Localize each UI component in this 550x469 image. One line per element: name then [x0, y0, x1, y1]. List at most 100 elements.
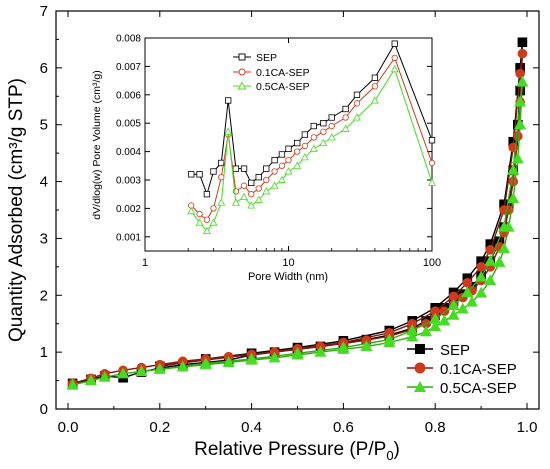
main-series-0-5ca-sep-point-21 — [456, 302, 469, 314]
main-y-tick-label-0: 0 — [40, 401, 48, 418]
inset-legend-marker-sep — [238, 53, 246, 61]
inset-x-tick-label-0: 1 — [142, 257, 148, 269]
inset-legend-label-0-5ca-sep: 0.5CA-SEP — [256, 81, 310, 93]
main-x-tick-label-0: 0.0 — [58, 419, 79, 436]
inset-series-sep-point-10 — [263, 165, 270, 172]
main-series-0-5ca-sep-point-44 — [245, 352, 258, 364]
main-x-tick-label-3: 0.6 — [333, 419, 354, 436]
main-x-tick-label-5: 1.0 — [517, 419, 538, 436]
main-legend: SEP 0.1CA-SEP 0.5CA-SEP — [407, 342, 517, 397]
inset-series-sep-point-7 — [240, 165, 248, 172]
inset-series-0-1ca-sep-point-12 — [278, 162, 286, 169]
inset-legend: SEP 0.1CA-SEP 0.5CA-SEP — [233, 52, 310, 93]
inset-series-0-5ca-sep-point-10 — [262, 187, 271, 195]
inset-series-sep-point-18 — [328, 114, 335, 121]
legend-marker-sep — [415, 344, 425, 354]
main-series-0-5ca-sep-point-36 — [475, 270, 488, 282]
main-series-0-5ca-sep-point-6 — [176, 360, 189, 372]
inset-series-0-5ca-sep-point-14 — [293, 161, 302, 169]
inset-series-0-1ca-sep — [188, 54, 436, 223]
main-y-tick-label-6: 6 — [40, 60, 48, 77]
inset-series-sep-point-15 — [301, 131, 309, 138]
main-series-0-5ca-sep-point-12 — [314, 345, 327, 357]
main-series-0-5ca-sep-point-3 — [117, 367, 130, 379]
main-x-tick-label-4: 0.8 — [425, 419, 446, 436]
main-series-0-5ca-sep-point-39 — [429, 312, 442, 324]
main-y-tick-label-1: 1 — [40, 344, 48, 361]
main-series-0-5ca-sep-point-46 — [153, 362, 166, 374]
inset-series-0-1ca-sep-point-16 — [310, 134, 317, 141]
main-series-0-5ca-sep-point-35 — [484, 254, 497, 266]
main-series-sep-point-31 — [517, 37, 528, 48]
inset-legend-marker-0-5ca-sep — [237, 81, 247, 90]
inset-y-tick-label-1: 0.002 — [116, 204, 141, 215]
inset-series-0-1ca-sep-point-18 — [328, 122, 335, 130]
inset-y-tick-label-3: 0.004 — [116, 147, 141, 158]
inset-series-0-5ca-sep-point-18 — [327, 133, 336, 141]
main-series-0-5ca-sep-point-14 — [360, 340, 373, 352]
inset-series-0-5ca-sep-point-16 — [309, 144, 318, 152]
inset-series-0-5ca-sep-point-20 — [352, 113, 361, 121]
inset-series-0-5ca-sep-point-9 — [254, 195, 263, 203]
inset-y-tick-label-7: 0.008 — [116, 34, 141, 45]
inset-axis-ticks: 1 10 100 0.001 0.002 0.003 0.004 0.005 0.006 0.00… — [116, 34, 441, 270]
inset-series-sep-point-14 — [294, 139, 301, 147]
inset-series-sep-point-3 — [210, 168, 217, 175]
main-series-0-5ca-sep-point-45 — [199, 357, 212, 369]
main-series-group — [66, 37, 529, 390]
inset-y-tick-label-5: 0.006 — [116, 90, 141, 101]
legend-label-0-1ca-sep: 0.1CA-SEP — [440, 361, 517, 378]
main-y-tick-label-5: 5 — [40, 117, 48, 134]
inset-series-0-5ca-sep-point-12 — [277, 175, 286, 183]
inset-series-0-1ca-sep-point-10 — [263, 176, 270, 184]
inset-series-0-1ca-sep-point-23 — [428, 159, 436, 167]
main-series-0-5ca-sep-point-31 — [516, 75, 529, 87]
main-series-0-5ca-sep-point-30 — [514, 118, 527, 130]
inset-series-sep-point-19 — [342, 105, 349, 113]
main-series-0-5ca-sep-point-33 — [507, 163, 520, 175]
inset-y-tick-label-2: 0.003 — [116, 176, 141, 187]
legend-marker-0-5ca-sep — [414, 381, 426, 392]
inset-legend-label-0-1ca-sep: 0.1CA-SEP — [256, 67, 310, 79]
inset-series-sep-point-8 — [248, 179, 255, 186]
inset-series-sep-point-20 — [353, 91, 361, 98]
inset-series-0-5ca-sep-point-6 — [231, 198, 240, 206]
inset-series-0-1ca-sep-point-21 — [371, 83, 379, 90]
main-series-0-5ca-sep-point-40 — [406, 324, 419, 336]
inset-series-0-1ca-sep-point-9 — [255, 185, 262, 192]
inset-series-0-1ca-sep-point-7 — [240, 182, 248, 189]
inset-series-0-5ca-sep-point-11 — [270, 181, 279, 189]
inset-series-0-1ca-sep-point-13 — [285, 156, 292, 164]
main-series-0-5ca-sep-point-20 — [447, 308, 460, 320]
inset-series-0-1ca-sep-point-14 — [294, 148, 301, 155]
main-series-0-5ca-sep-point-29 — [511, 152, 524, 164]
legend-label-sep: SEP — [440, 342, 470, 359]
main-series-0-5ca-sep-point-1 — [84, 374, 97, 386]
inset-series-0-1ca-sep-point-2 — [203, 216, 211, 223]
main-x-tick-label-1: 0.2 — [149, 419, 170, 436]
inset-series-sep-point-13 — [285, 145, 292, 152]
main-series-0-1ca-sep-point-36 — [476, 262, 486, 272]
main-series-0-5ca-sep-point-41 — [383, 333, 396, 345]
main-series-0-1ca-sep-point-37 — [462, 277, 473, 288]
main-series-0-1ca-sep-point-28 — [508, 176, 519, 187]
legend-label-0-5ca-sep: 0.5CA-SEP — [440, 380, 517, 397]
inset-series-sep-point-1 — [196, 171, 203, 178]
inset-series-0-5ca-sep-point-21 — [370, 96, 379, 104]
main-series-0-5ca-sep-point-10 — [268, 351, 281, 363]
inset-series-sep-point-12 — [278, 151, 286, 158]
main-series-0-5ca-sep-point-4 — [135, 365, 148, 377]
inset-series-0-5ca-sep-point-4 — [217, 198, 226, 206]
inset-series-0-1ca-sep-point-1 — [196, 210, 203, 218]
inset-series-0-5ca-sep-point-2 — [202, 226, 211, 235]
main-series-0-5ca-sep-point-19 — [438, 314, 451, 326]
inset-series-sep-point-5 — [225, 97, 232, 104]
main-series-0-5ca-sep-point-2 — [98, 370, 111, 382]
inset-series-0-1ca-sep-point-22 — [391, 54, 398, 62]
main-y-tick-label-7: 7 — [40, 3, 48, 20]
main-series-0-5ca-sep-point-38 — [447, 299, 460, 311]
inset-series-sep-point-2 — [203, 191, 211, 198]
main-series-0-5ca-sep-point-18 — [429, 320, 442, 332]
main-series-0-5ca-sep-point-43 — [291, 346, 304, 358]
